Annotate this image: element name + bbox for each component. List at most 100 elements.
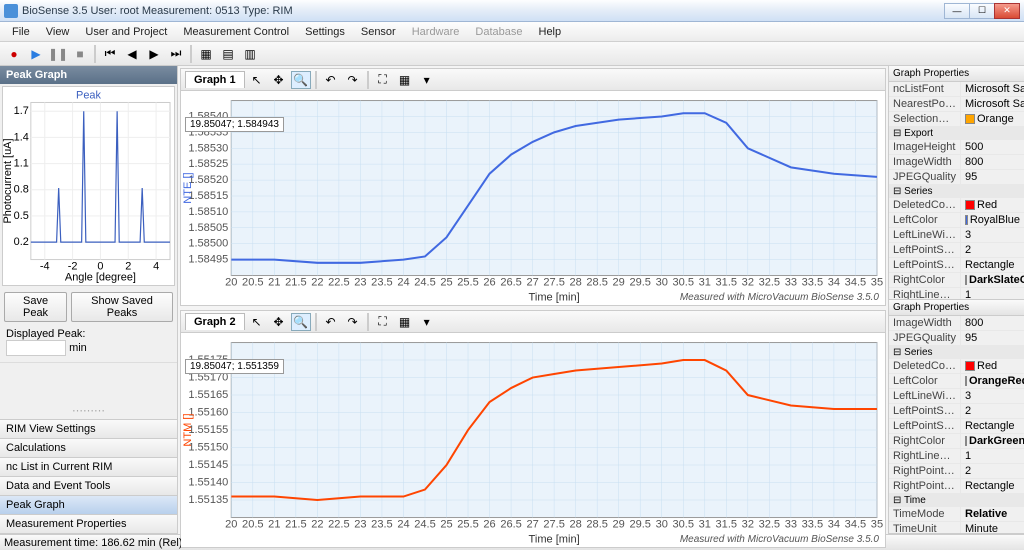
svg-text:27: 27 <box>526 277 538 289</box>
acc-calculations[interactable]: Calculations <box>0 439 177 458</box>
minimize-button[interactable]: — <box>944 3 970 19</box>
settings-icon[interactable]: ▦ <box>395 313 415 331</box>
prop-category[interactable]: ⊟ Series <box>889 346 1024 359</box>
svg-text:27.5: 27.5 <box>543 277 565 289</box>
dropdown-icon[interactable]: ▾ <box>417 313 437 331</box>
center-panel: Graph 1 ↖ ✥ 🔍 ↶ ↷ ⛶ ▦ ▾ 19.85047; 1.5849… <box>178 66 888 534</box>
graph-1-tab[interactable]: Graph 1 <box>185 71 245 88</box>
menu-measurement-control[interactable]: Measurement Control <box>175 24 297 40</box>
acc-nc-list-in-current-rim[interactable]: nc List in Current RIM <box>0 458 177 477</box>
acc-rim-view-settings[interactable]: RIM View Settings <box>0 420 177 439</box>
prop-row[interactable]: LeftLineWidth3 <box>889 389 1024 404</box>
crosshair-icon[interactable]: ✥ <box>269 313 289 331</box>
menu-hardware[interactable]: Hardware <box>404 24 468 40</box>
zoom-icon[interactable]: 🔍 <box>291 71 311 89</box>
layout2-icon[interactable]: ▤ <box>218 45 238 63</box>
prop-row[interactable]: RightColorDarkSlateG <box>889 273 1024 288</box>
layout3-icon[interactable]: ▥ <box>240 45 260 63</box>
svg-text:Time [min]: Time [min] <box>529 292 580 304</box>
prop-row[interactable]: LeftPointSize2 <box>889 404 1024 419</box>
prop-category[interactable]: ⊟ Export <box>889 127 1024 140</box>
zoom-icon[interactable]: 🔍 <box>291 313 311 331</box>
redo-icon[interactable]: ↷ <box>343 313 363 331</box>
prop-row[interactable]: RightPointStyleRectangle <box>889 479 1024 494</box>
menu-settings[interactable]: Settings <box>297 24 353 40</box>
first-icon[interactable]: ⏮ <box>100 45 120 63</box>
undo-icon[interactable]: ↶ <box>321 71 341 89</box>
menu-file[interactable]: File <box>4 24 38 40</box>
close-button[interactable]: ✕ <box>994 3 1020 19</box>
prop-row[interactable]: ImageHeight500 <box>889 140 1024 155</box>
svg-text:26.5: 26.5 <box>500 277 522 289</box>
prop-row[interactable]: JPEGQuality95 <box>889 331 1024 346</box>
acc-peak-graph[interactable]: Peak Graph <box>0 496 177 515</box>
svg-text:34: 34 <box>828 277 840 289</box>
show-saved-peaks-button[interactable]: Show Saved Peaks <box>71 292 173 322</box>
fit-icon[interactable]: ⛶ <box>373 313 393 331</box>
svg-text:0.5: 0.5 <box>14 210 29 222</box>
svg-text:24: 24 <box>397 519 409 531</box>
svg-text:33.5: 33.5 <box>802 519 824 531</box>
graph-2-tab[interactable]: Graph 2 <box>185 313 245 330</box>
prop-category[interactable]: ⊟ Time <box>889 494 1024 507</box>
prop-row[interactable]: LeftColorRoyalBlue <box>889 213 1024 228</box>
svg-text:29.5: 29.5 <box>629 519 651 531</box>
prop-row[interactable]: ncListFontMicrosoft Sans Ser <box>889 82 1024 97</box>
svg-text:1.7: 1.7 <box>14 105 29 117</box>
next-icon[interactable]: ▶ <box>144 45 164 63</box>
acc-measurement-properties[interactable]: Measurement Properties <box>0 515 177 534</box>
redo-icon[interactable]: ↷ <box>343 71 363 89</box>
prop-row[interactable]: ImageWidth800 <box>889 155 1024 170</box>
prop-row[interactable]: LeftLineWidth3 <box>889 228 1024 243</box>
menu-user-and-project[interactable]: User and Project <box>77 24 175 40</box>
left-panel: Peak Graph Peak-4-20240.20.50.81.11.41.7… <box>0 66 178 534</box>
prop-row[interactable]: LeftPointStyleRectangle <box>889 258 1024 273</box>
prop-row[interactable]: RightLineWidth1 <box>889 288 1024 300</box>
prev-icon[interactable]: ◀ <box>122 45 142 63</box>
prop-row[interactable]: DeletedColorRed <box>889 359 1024 374</box>
svg-text:30.5: 30.5 <box>672 519 694 531</box>
record-icon[interactable]: ● <box>4 45 24 63</box>
menu-database[interactable]: Database <box>467 24 530 40</box>
prop-category[interactable]: ⊟ Series <box>889 185 1024 198</box>
menu-sensor[interactable]: Sensor <box>353 24 404 40</box>
pointer-icon[interactable]: ↖ <box>247 71 267 89</box>
prop-row[interactable]: RightPointSize2 <box>889 464 1024 479</box>
fit-icon[interactable]: ⛶ <box>373 71 393 89</box>
graph-1-coord: 19.85047; 1.584943 <box>185 117 284 132</box>
prop-row[interactable]: SelectionColorOrange <box>889 112 1024 127</box>
pause-icon[interactable]: ❚❚ <box>48 45 68 63</box>
menu-help[interactable]: Help <box>531 24 570 40</box>
prop-row[interactable]: LeftColorOrangeRed <box>889 374 1024 389</box>
svg-text:31.5: 31.5 <box>716 277 738 289</box>
prop-row[interactable]: TimeModeRelative <box>889 507 1024 522</box>
maximize-button[interactable]: ☐ <box>969 3 995 19</box>
stop-icon[interactable]: ■ <box>70 45 90 63</box>
dropdown-icon[interactable]: ▾ <box>417 71 437 89</box>
prop-row[interactable]: TimeUnitMinute <box>889 522 1024 534</box>
svg-text:34.5: 34.5 <box>845 519 867 531</box>
prop-row[interactable]: ImageWidth800 <box>889 316 1024 331</box>
prop-row[interactable]: RightLineWidth1 <box>889 449 1024 464</box>
crosshair-icon[interactable]: ✥ <box>269 71 289 89</box>
prop-row[interactable]: DeletedColorRed <box>889 198 1024 213</box>
undo-icon[interactable]: ↶ <box>321 313 341 331</box>
save-peak-button[interactable]: Save Peak <box>4 292 67 322</box>
menu-bar: FileViewUser and ProjectMeasurement Cont… <box>0 22 1024 42</box>
layout1-icon[interactable]: ▦ <box>196 45 216 63</box>
displayed-peak-input[interactable] <box>6 340 66 356</box>
menu-view[interactable]: View <box>38 24 78 40</box>
prop-row[interactable]: JPEGQuality95 <box>889 170 1024 185</box>
svg-text:1.58515: 1.58515 <box>188 190 228 202</box>
prop-row[interactable]: NearestPointFoMicrosoft Sans Ser <box>889 97 1024 112</box>
svg-text:23: 23 <box>354 519 366 531</box>
prop-row[interactable]: LeftPointStyleRectangle <box>889 419 1024 434</box>
pointer-icon[interactable]: ↖ <box>247 313 267 331</box>
settings-icon[interactable]: ▦ <box>395 71 415 89</box>
last-icon[interactable]: ⏭ <box>166 45 186 63</box>
play-icon[interactable]: ▶ <box>26 45 46 63</box>
acc-data-and-event-tools[interactable]: Data and Event Tools <box>0 477 177 496</box>
svg-text:35: 35 <box>871 519 883 531</box>
prop-row[interactable]: LeftPointSize2 <box>889 243 1024 258</box>
prop-row[interactable]: RightColorDarkGreen <box>889 434 1024 449</box>
